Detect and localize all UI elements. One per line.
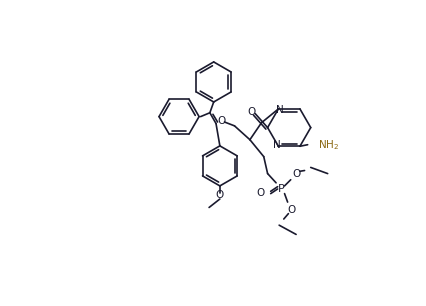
Text: O: O: [256, 188, 265, 198]
Text: O: O: [248, 107, 256, 117]
Text: O: O: [292, 169, 300, 179]
Text: O: O: [288, 205, 296, 215]
Text: NH$_2$: NH$_2$: [318, 138, 340, 151]
Text: O: O: [216, 190, 224, 200]
Text: N: N: [273, 140, 281, 151]
Text: O: O: [217, 116, 225, 126]
Text: P: P: [278, 184, 285, 194]
Text: N: N: [276, 105, 284, 115]
